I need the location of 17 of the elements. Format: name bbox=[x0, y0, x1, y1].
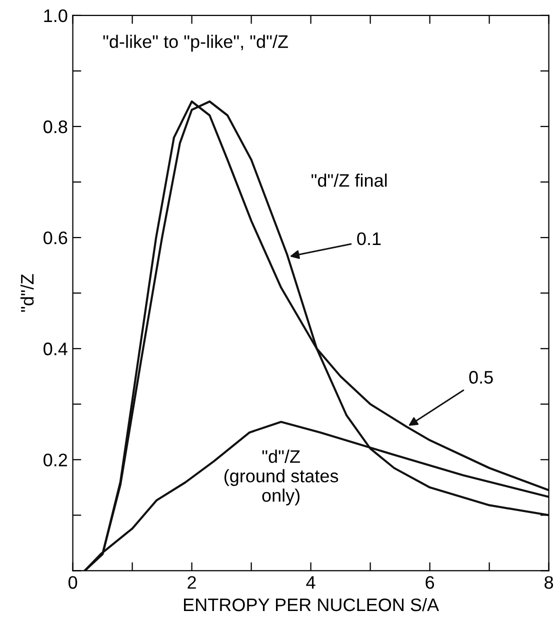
x-tick-label: 8 bbox=[544, 576, 554, 589]
y-tick-label: 0.4 bbox=[44, 342, 68, 356]
x-tick-label: 4 bbox=[306, 576, 316, 589]
x-tick-label: 0 bbox=[68, 576, 78, 589]
annotation: 0.1 bbox=[357, 232, 381, 246]
text: "d-like" to "p-like", "d"/Z bbox=[103, 34, 288, 52]
y-tick-label: 1.0 bbox=[44, 9, 68, 22]
y-axis-title: "d"/Z bbox=[20, 274, 34, 312]
annotation: 0.5 bbox=[469, 370, 493, 384]
x-axis-title: ENTROPY PER NUCLEON S/A bbox=[184, 598, 440, 612]
x-tick-label: 6 bbox=[426, 576, 434, 589]
y-tick-label: 0.8 bbox=[44, 120, 68, 134]
x-tick-label: 2 bbox=[188, 576, 196, 589]
annotation: "d"/Z (ground states only) bbox=[224, 450, 338, 506]
y-tick-label: 0.6 bbox=[44, 231, 68, 244]
annotation: "d"/Z final bbox=[312, 174, 387, 187]
y-tick-label: 0.2 bbox=[44, 454, 68, 466]
